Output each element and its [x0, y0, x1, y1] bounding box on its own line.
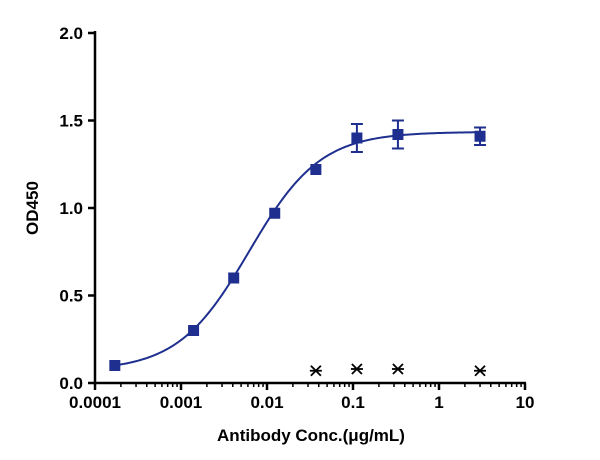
y-tick-label: 1.5 [59, 112, 83, 131]
data-point-asterisk [309, 365, 322, 377]
data-point-square [474, 130, 486, 142]
x-tick-label: 0.01 [250, 393, 283, 412]
y-tick-label: 0.5 [59, 287, 83, 306]
x-tick-label: 0.1 [341, 393, 365, 412]
x-tick-label: 1 [434, 393, 443, 412]
axes: 0.0 0.5 1.0 1.5 2.0 0.0001 0.001 0.01 0.1 1 10 [59, 24, 534, 412]
data-point-asterisk [391, 363, 404, 375]
fit-curve-group [110, 131, 485, 367]
fit-curve [110, 131, 485, 367]
data-point-asterisk [350, 363, 363, 375]
y-tick-label: 1.0 [59, 199, 83, 218]
y-axis-label: OD450 [23, 181, 42, 235]
data-point-square [392, 129, 404, 140]
axis-labels: Antibody Conc.(μg/mL) OD450 [23, 181, 405, 445]
data-point-square [351, 132, 363, 144]
data-point-asterisk [474, 365, 487, 377]
x-axis-label: Antibody Conc.(μg/mL) [217, 426, 405, 445]
data-point-square [188, 325, 200, 336]
data-point-square [228, 272, 240, 284]
x-tick-label: 0.0001 [69, 393, 121, 412]
data-point-square [310, 164, 322, 175]
y-tick-label: 2.0 [59, 24, 83, 43]
x-tick-label: 10 [516, 393, 535, 412]
y-tick-label: 0.0 [59, 374, 83, 393]
data-marks [109, 119, 487, 377]
data-point-square [269, 207, 281, 219]
x-tick-label: 0.001 [160, 393, 203, 412]
data-point-square [109, 360, 121, 371]
